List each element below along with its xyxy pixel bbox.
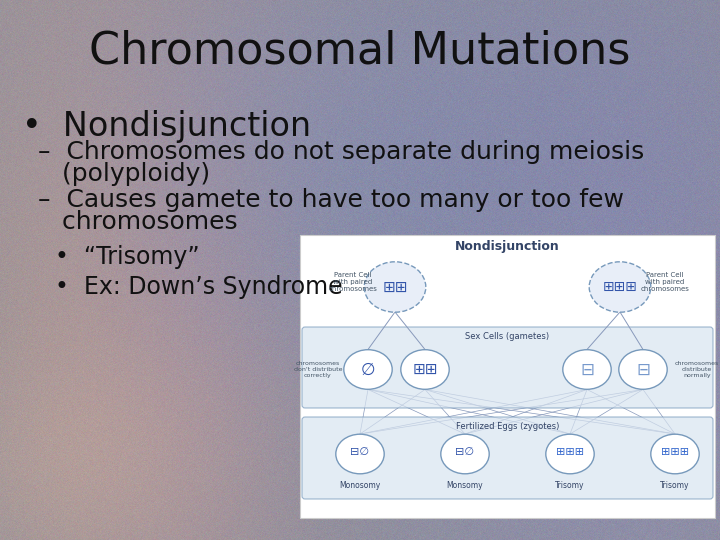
Text: ⊞⊞⊞: ⊞⊞⊞ xyxy=(556,447,584,457)
Text: Nondisjunction: Nondisjunction xyxy=(455,240,560,253)
Text: •  Ex: Down’s Syndrome: • Ex: Down’s Syndrome xyxy=(55,275,343,299)
Text: ⊟: ⊟ xyxy=(636,361,650,379)
FancyBboxPatch shape xyxy=(300,235,715,518)
Text: ⊞⊞: ⊞⊞ xyxy=(413,362,438,377)
Ellipse shape xyxy=(618,350,667,389)
Text: ⊟∅: ⊟∅ xyxy=(351,447,369,457)
Text: (polyploidy): (polyploidy) xyxy=(38,162,210,186)
Text: ⊞⊞: ⊞⊞ xyxy=(382,280,408,294)
Text: –  Causes gamete to have too many or too few: – Causes gamete to have too many or too … xyxy=(38,188,624,212)
Text: Monsomy: Monsomy xyxy=(446,481,483,490)
Ellipse shape xyxy=(563,350,611,389)
Text: chromosomes
distribute
normally: chromosomes distribute normally xyxy=(675,361,719,377)
FancyBboxPatch shape xyxy=(302,417,713,499)
Text: Trisomy: Trisomy xyxy=(660,481,690,490)
Text: ⊞⊞⊞: ⊞⊞⊞ xyxy=(661,447,689,457)
Ellipse shape xyxy=(589,262,651,312)
Text: –  Chromosomes do not separate during meiosis: – Chromosomes do not separate during mei… xyxy=(38,140,644,164)
Text: Fertilized Eggs (zygotes): Fertilized Eggs (zygotes) xyxy=(456,422,559,431)
Text: ⊞⊞⊞: ⊞⊞⊞ xyxy=(603,280,637,294)
Text: Chromosomal Mutations: Chromosomal Mutations xyxy=(89,30,631,73)
Ellipse shape xyxy=(401,350,449,389)
Text: Trisomy: Trisomy xyxy=(555,481,585,490)
Text: ⊟∅: ⊟∅ xyxy=(456,447,474,457)
Text: Monosomy: Monosomy xyxy=(339,481,381,490)
Text: chromosomes
don't distribute
correctly: chromosomes don't distribute correctly xyxy=(294,361,342,377)
Ellipse shape xyxy=(336,434,384,474)
Ellipse shape xyxy=(651,434,699,474)
FancyBboxPatch shape xyxy=(302,327,713,408)
Text: Sex Cells (gametes): Sex Cells (gametes) xyxy=(465,332,549,341)
Text: ∅: ∅ xyxy=(361,361,375,379)
Ellipse shape xyxy=(344,350,392,389)
Ellipse shape xyxy=(441,434,489,474)
Text: Parent Cell
with paired
chromosomes: Parent Cell with paired chromosomes xyxy=(641,272,690,292)
Ellipse shape xyxy=(546,434,594,474)
Text: •  Nondisjunction: • Nondisjunction xyxy=(22,110,311,143)
Text: •  “Trisomy”: • “Trisomy” xyxy=(55,245,199,269)
Text: Parent Cell
with paired
chromosomes: Parent Cell with paired chromosomes xyxy=(328,272,377,292)
Text: chromosomes: chromosomes xyxy=(38,210,238,234)
Ellipse shape xyxy=(364,262,426,312)
Text: ⊟: ⊟ xyxy=(580,361,594,379)
